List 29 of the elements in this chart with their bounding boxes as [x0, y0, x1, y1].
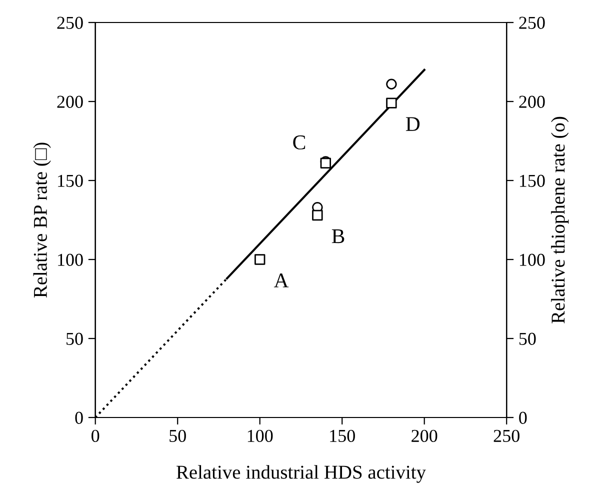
point: [312, 210, 323, 221]
point: [386, 78, 397, 90]
x-tick-label: 0: [92, 430, 100, 442]
x-tick-label: 50: [170, 430, 186, 442]
y2-axis-title: Relative thiophene rate (o): [551, 116, 569, 324]
y-tick-label: 150: [58, 174, 83, 187]
y-tick-label: 100: [58, 254, 83, 266]
y2-tick-label: 0: [519, 412, 527, 424]
y2-tick-label: 100: [520, 254, 545, 266]
annotation: A: [274, 274, 289, 288]
annotation: B: [332, 229, 344, 244]
y-tick-label: 50: [66, 332, 83, 345]
y2-tick-label: 50: [519, 332, 536, 345]
point: [386, 98, 397, 108]
y2-tick-label: 250: [519, 16, 545, 29]
x-tick-label: 250: [494, 430, 520, 442]
y-axis-title: Relative BP rate (□): [33, 142, 51, 298]
point: [254, 254, 266, 265]
annotation: D: [406, 117, 420, 131]
y2-tick-label: 200: [519, 96, 545, 108]
x-tick-label: 150: [330, 430, 355, 442]
y2-tick-label: 150: [520, 174, 545, 187]
x-tick-label: 200: [412, 430, 438, 442]
y-tick-label: 250: [57, 16, 83, 29]
x-tick-label: 100: [248, 430, 273, 442]
x-axis-title: Relative industrial HDS activity: [176, 465, 426, 483]
annotation: C: [293, 135, 306, 150]
y-tick-label: 0: [75, 412, 83, 424]
y-tick-label: 200: [57, 96, 83, 108]
